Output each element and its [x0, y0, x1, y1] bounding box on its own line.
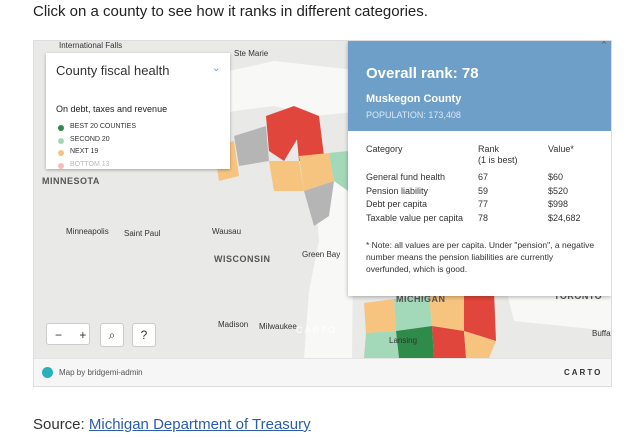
intro-text: Click on a county to see how it ranks in…	[33, 3, 428, 20]
help-button[interactable]: ?	[132, 323, 156, 347]
county	[299, 153, 334, 191]
table-cell: Pension liability	[366, 185, 429, 196]
legend-label: NEXT 19	[70, 148, 99, 155]
close-button[interactable]: ×	[601, 40, 607, 48]
legend-swatch	[58, 137, 64, 144]
map-footer: Map by bridgemi-admin CARTO	[34, 358, 611, 386]
source-prefix: Source:	[33, 416, 85, 433]
legend-title[interactable]: County fiscal health	[56, 63, 170, 78]
legend: County fiscal health ⌄ On debt, taxes an…	[46, 53, 230, 169]
county	[234, 126, 269, 166]
lake-michigan	[304, 171, 354, 358]
legend-label: SECOND 20	[70, 135, 110, 143]
county	[364, 299, 396, 333]
place-label: Milwaukee	[259, 322, 297, 331]
county	[294, 106, 324, 161]
table-header: Category	[366, 144, 403, 154]
table-cell: Debt per capita	[366, 199, 428, 209]
place-label: Buffa	[592, 329, 611, 338]
zoom-control: − +	[46, 323, 90, 345]
table-cell: 77	[478, 199, 489, 209]
place-label: Saint Paul	[124, 229, 161, 238]
search-button[interactable]: ⌕	[100, 323, 124, 347]
counties	[214, 106, 496, 358]
popup-title: Overall rank: 78	[366, 65, 479, 82]
county	[432, 326, 466, 358]
county	[266, 106, 299, 161]
legend-label: BEST 20 COUNTIES	[70, 123, 137, 130]
source-link[interactable]: Michigan Department of Treasury	[88, 416, 311, 433]
place-label: Lansing	[389, 336, 418, 345]
table-cell: $520	[548, 185, 569, 196]
county	[269, 161, 304, 191]
popup-county: Muskegon County	[366, 93, 462, 105]
source: Source: Michigan Department of Treasury	[33, 416, 311, 433]
county	[329, 151, 348, 191]
popup-population: POPULATION: 173,408	[366, 110, 461, 120]
table-cell: $60	[548, 172, 564, 182]
place-label: Green Bay	[302, 250, 341, 259]
county	[396, 326, 434, 358]
watermark: CARTO	[296, 325, 338, 335]
legend-swatch	[58, 125, 64, 131]
county	[464, 291, 496, 341]
place-label: Wausau	[212, 227, 242, 236]
table-header: Rank	[478, 144, 500, 154]
popup-header	[348, 41, 611, 131]
legend-label: BOTTOM 13	[70, 160, 110, 168]
legend-swatch	[58, 162, 64, 169]
table-cell: 67	[478, 172, 489, 182]
table-cell: General fund health	[366, 172, 446, 182]
place-label: International Falls	[59, 41, 123, 50]
county	[304, 181, 334, 226]
region-label: WISCONSIN	[214, 254, 271, 264]
legend-swatch	[58, 150, 64, 156]
county	[394, 296, 432, 331]
county	[464, 331, 496, 358]
table-cell: 59	[478, 185, 489, 196]
carto-logo[interactable]: CARTO	[564, 368, 603, 377]
table-cell: $24,682	[548, 212, 581, 223]
popup-note: * Note: all values are per capita. Under…	[366, 240, 595, 274]
table-header: Value*	[548, 144, 574, 154]
table-cell: Taxable value per capita	[366, 212, 464, 223]
carto-icon	[42, 367, 53, 378]
legend-subtitle: On debt, taxes and revenue	[56, 104, 168, 114]
place-label: Minneapolis	[66, 227, 109, 236]
zoom-in[interactable]: +	[79, 328, 87, 342]
place-label: Ste Marie	[234, 49, 269, 58]
region-label: TORONTO	[554, 291, 603, 301]
table-cell: $998	[548, 199, 569, 209]
table-header: (1 is best)	[478, 155, 518, 165]
county	[429, 296, 464, 331]
region-label: MICHIGAN	[396, 294, 446, 304]
map-credit[interactable]: Map by bridgemi-admin	[59, 368, 143, 377]
popup: Overall rank: 78 Muskegon County POPULAT…	[348, 41, 611, 296]
county	[364, 331, 399, 358]
dropdown-arrow[interactable]: ⌄	[212, 63, 221, 74]
region-label: MINNESOTA	[42, 176, 100, 186]
map-frame: International Falls Ste Marie MINNESOTA …	[33, 40, 612, 387]
zoom-out[interactable]: −	[55, 328, 63, 342]
table-cell: 78	[478, 212, 489, 223]
place-label: Madison	[218, 320, 249, 329]
